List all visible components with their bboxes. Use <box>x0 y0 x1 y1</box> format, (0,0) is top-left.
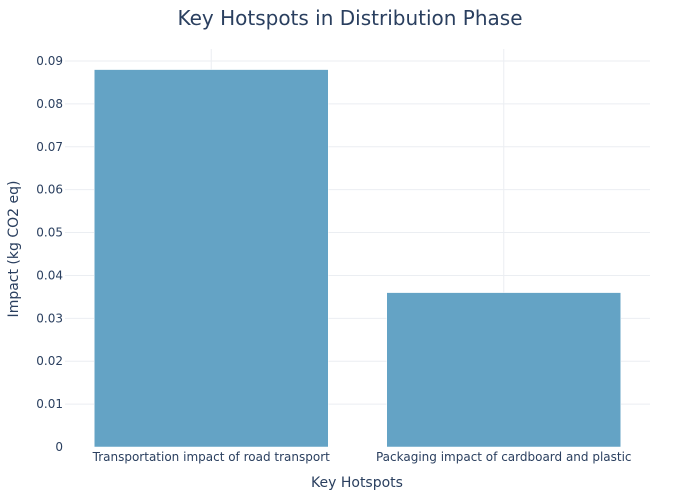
y-tick-label: 0.08 <box>36 97 63 111</box>
y-tick-label: 0.03 <box>36 311 63 325</box>
y-tick-label: 0.01 <box>36 397 63 411</box>
x-axis-ticks: Transportation impact of road transport P… <box>92 450 632 464</box>
x-tick-label: Packaging impact of cardboard and plasti… <box>376 450 632 464</box>
bar <box>386 292 621 448</box>
chart-title: Key Hotspots in Distribution Phase <box>177 6 522 30</box>
x-tick-label: Transportation impact of road transport <box>92 450 330 464</box>
y-tick-label: 0.04 <box>36 268 63 282</box>
y-axis-ticks: 0 0.01 0.02 0.03 0.04 0.05 0.06 0.07 0.08 0.09 <box>36 54 63 454</box>
y-tick-label: 0.07 <box>36 140 63 154</box>
y-tick-label: 0.02 <box>36 354 63 368</box>
y-axis-title: Impact (kg CO2 eq) <box>6 181 22 318</box>
y-tick-label: 0.09 <box>36 54 63 68</box>
y-tick-label: 0.06 <box>36 183 63 197</box>
bars <box>94 69 621 448</box>
bar <box>94 69 329 448</box>
y-tick-label: 0.05 <box>36 226 63 240</box>
x-axis-title: Key Hotspots <box>311 475 403 491</box>
y-tick-label: 0 <box>55 440 63 454</box>
